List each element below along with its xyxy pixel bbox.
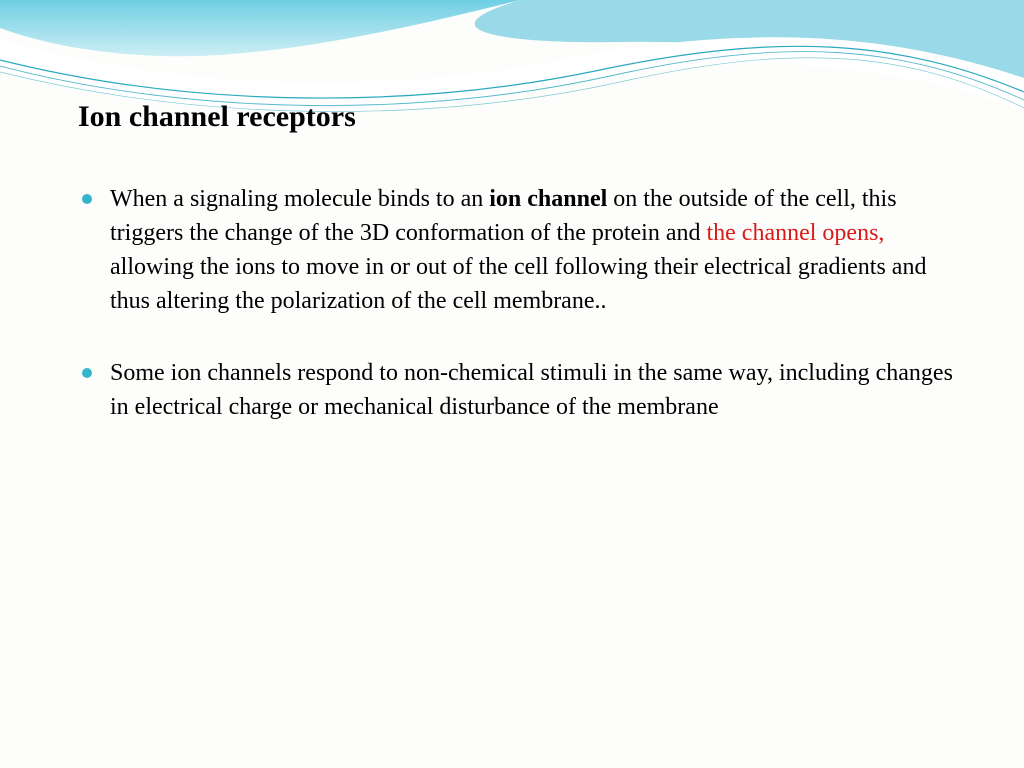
slide-content: Ion channel receptors When a signaling m… [78, 100, 964, 462]
text-segment: Some ion channels respond to non-chemica… [110, 360, 953, 420]
slide-title: Ion channel receptors [78, 100, 964, 134]
text-segment: When a signaling molecule binds to an [110, 186, 489, 212]
bullet-item: When a signaling molecule binds to an io… [78, 182, 964, 318]
text-segment: allowing the ions to move in or out of t… [110, 254, 926, 314]
bullet-item: Some ion channels respond to non-chemica… [78, 356, 964, 424]
text-segment: ion channel [489, 186, 607, 212]
bullet-list: When a signaling molecule binds to an io… [78, 182, 964, 424]
text-segment: the channel opens, [706, 220, 884, 246]
